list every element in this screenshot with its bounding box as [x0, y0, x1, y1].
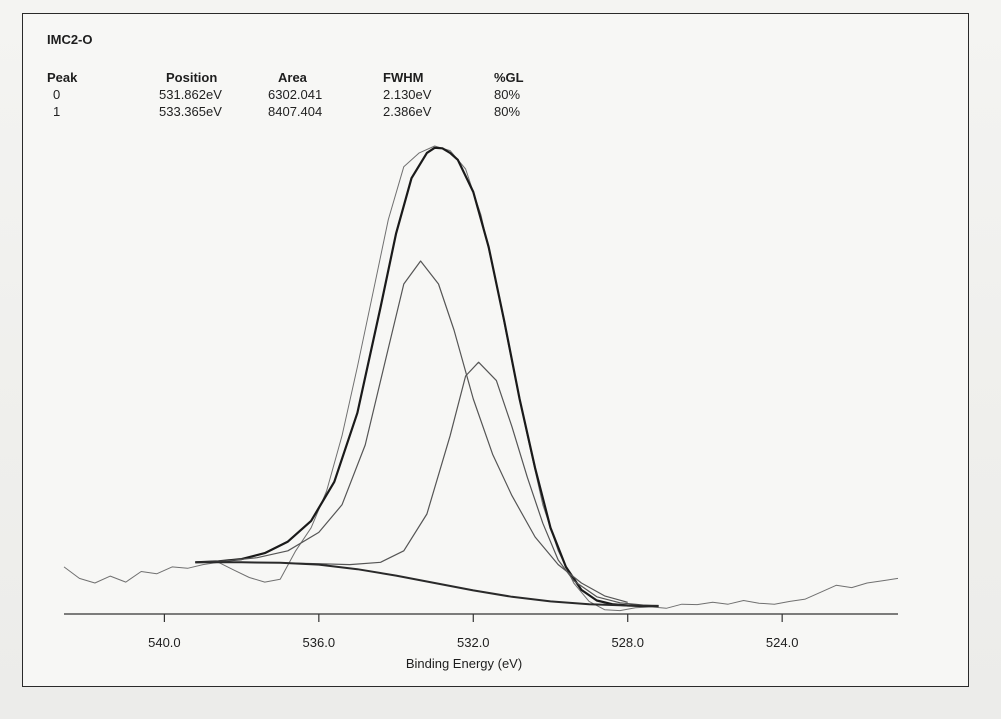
- peak-table: Peak Position Area FWHM %GL 0 531.862eV …: [47, 70, 524, 119]
- series-raw: [63, 145, 899, 612]
- series-background: [195, 561, 659, 607]
- table-header-area: Area: [278, 70, 308, 85]
- table-cell-peak: 1: [53, 104, 60, 119]
- x-axis-title: Binding Energy (eV): [406, 656, 522, 671]
- table-cell-area: 6302.041: [268, 87, 322, 102]
- table-cell-position: 533.365eV: [159, 104, 222, 119]
- table-cell-fwhm: 2.130eV: [383, 87, 432, 102]
- plot-frame: [22, 13, 969, 687]
- series-envelope: [195, 146, 659, 608]
- table-cell-gl: 80%: [494, 104, 520, 119]
- x-tick-label: 532.0: [457, 635, 490, 650]
- table-cell-area: 8407.404: [268, 104, 322, 119]
- series-component-peak-1: [195, 260, 628, 603]
- x-tick-label: 540.0: [148, 635, 181, 650]
- table-header-gl: %GL: [494, 70, 524, 85]
- table-cell-peak: 0: [53, 87, 60, 102]
- chart-title: IMC2-O: [47, 32, 93, 47]
- table-cell-fwhm: 2.386eV: [383, 104, 432, 119]
- x-tick-label: 528.0: [611, 635, 644, 650]
- x-tick-label: 536.0: [303, 635, 336, 650]
- table-cell-gl: 80%: [494, 87, 520, 102]
- x-axis-ticks: 540.0 536.0 532.0 528.0 524.0: [148, 614, 798, 650]
- table-header-peak: Peak: [47, 70, 78, 85]
- x-tick-label: 524.0: [766, 635, 799, 650]
- table-cell-position: 531.862eV: [159, 87, 222, 102]
- table-header-position: Position: [166, 70, 217, 85]
- series-component-peak-0: [195, 361, 659, 607]
- series-layer: [63, 145, 899, 612]
- table-header-fwhm: FWHM: [383, 70, 423, 85]
